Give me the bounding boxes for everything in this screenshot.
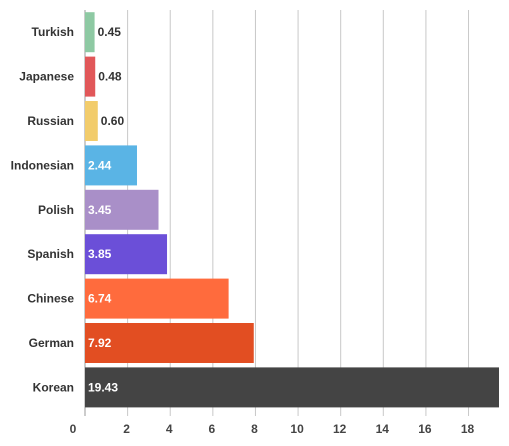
x-tick-label: 0 (70, 422, 77, 436)
x-tick-label: 8 (251, 422, 258, 436)
bar-japanese (85, 56, 96, 97)
category-label: Russian (27, 114, 74, 128)
category-labels: Turkish Japanese Russian Indonesian Polish Sp… (11, 25, 75, 394)
value-label: 3.85 (88, 247, 112, 261)
value-label: 0.48 (98, 70, 122, 84)
bar-german (85, 323, 254, 363)
category-label: German (29, 336, 74, 350)
category-label: Chinese (27, 292, 74, 306)
value-labels: 0.45 0.48 0.60 2.44 3.45 3.85 6.74 7.92 19.43 (88, 25, 124, 394)
x-tick-label: 2 (123, 422, 130, 436)
bar-chinese (85, 278, 229, 319)
bar-korean (85, 367, 499, 408)
bar-spanish (85, 234, 168, 275)
value-label: 2.44 (88, 158, 112, 172)
x-tick-label: 18 (461, 422, 475, 436)
value-label: 0.60 (101, 114, 125, 128)
category-label: Spanish (27, 247, 74, 261)
x-axis-ticks: 0 2 4 6 8 10 12 14 16 18 (70, 422, 475, 436)
value-label: 0.45 (98, 25, 122, 39)
category-label: Polish (38, 203, 74, 217)
value-label: 7.92 (88, 336, 112, 350)
x-tick-label: 12 (333, 422, 347, 436)
bar-turkish (85, 12, 95, 53)
bar-polish (85, 189, 159, 230)
bar-russian (85, 101, 98, 141)
bars (85, 12, 499, 408)
x-tick-label: 16 (418, 422, 432, 436)
value-label: 6.74 (88, 292, 112, 306)
category-label: Korean (33, 380, 74, 394)
value-label: 3.45 (88, 203, 112, 217)
gridlines (84, 10, 470, 416)
x-tick-label: 6 (208, 422, 215, 436)
category-label: Japanese (19, 70, 74, 84)
x-tick-label: 10 (290, 422, 304, 436)
value-label: 19.43 (88, 380, 118, 394)
category-label: Turkish (32, 25, 74, 39)
bar-indonesian (85, 145, 137, 186)
x-tick-label: 4 (166, 422, 173, 436)
category-label: Indonesian (11, 158, 74, 172)
x-tick-label: 14 (376, 422, 390, 436)
